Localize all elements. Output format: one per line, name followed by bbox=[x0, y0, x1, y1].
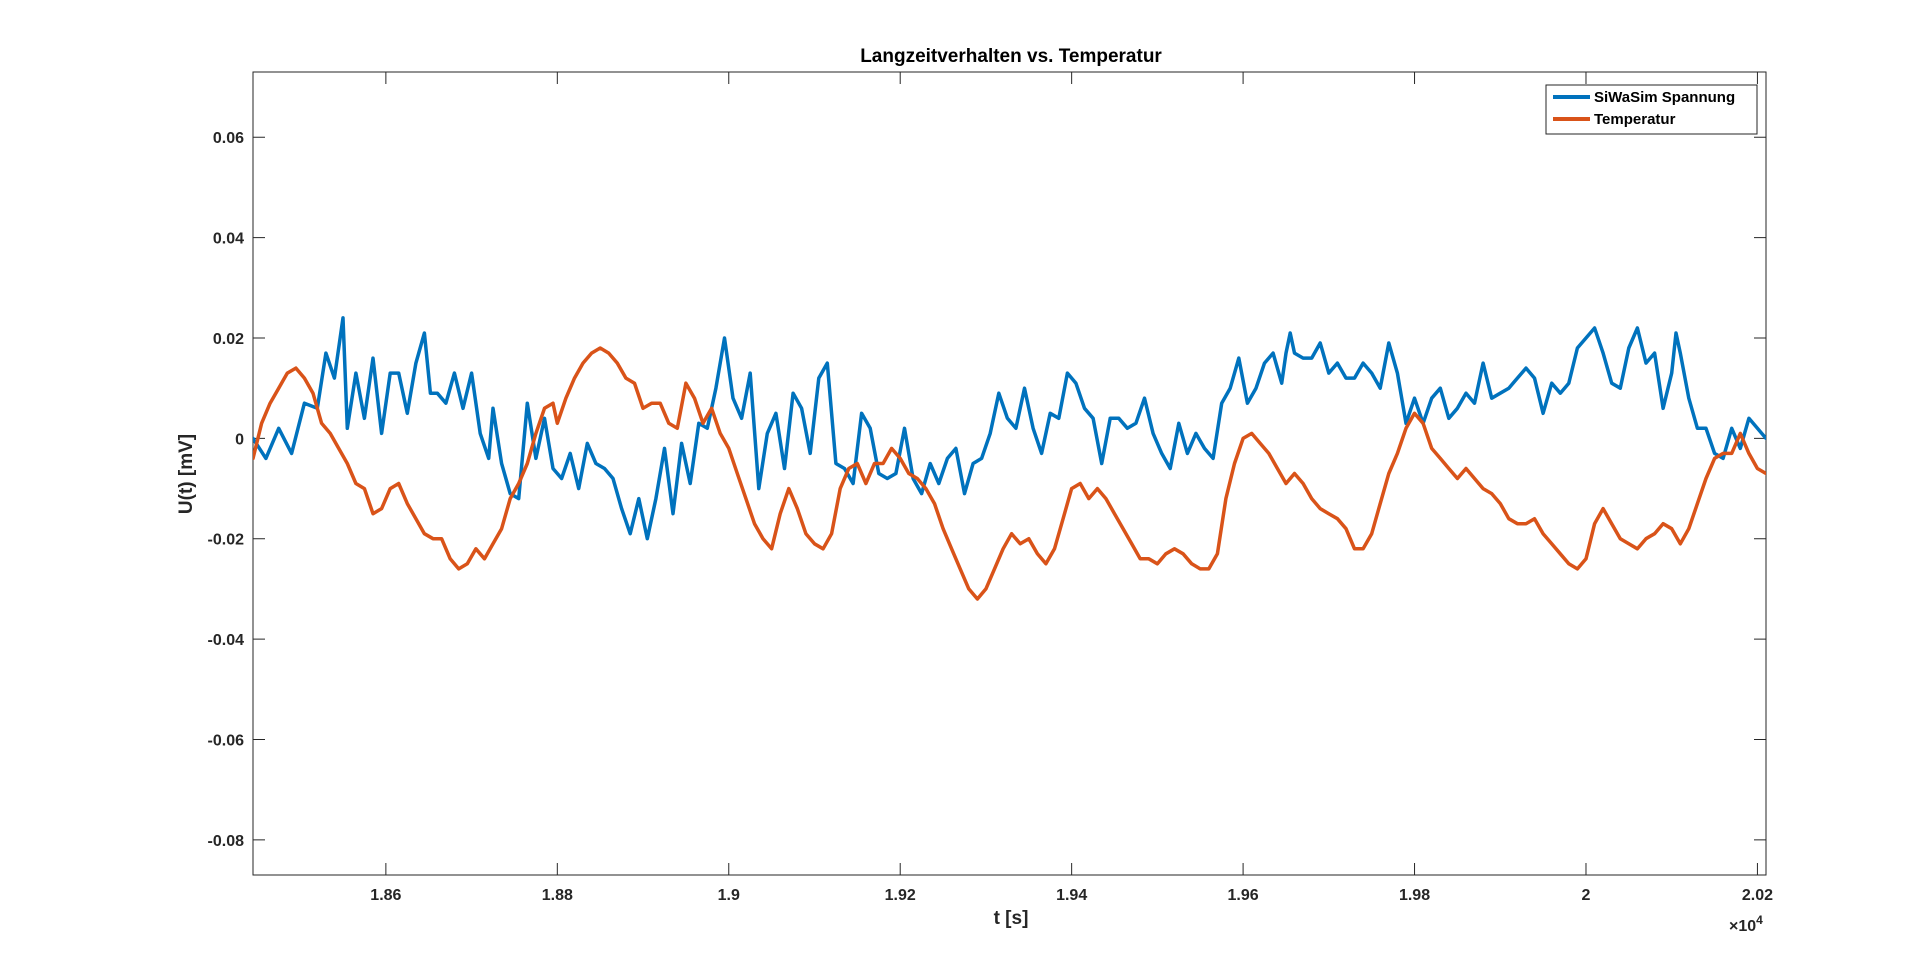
x-tick-label: 1.94 bbox=[1056, 887, 1087, 904]
x-tick-label: 1.9 bbox=[718, 887, 740, 904]
series-line-temperatur bbox=[253, 346, 1766, 601]
chart-title: Langzeitverhalten vs. Temperatur bbox=[860, 46, 1162, 67]
axis-ticks: 1.86 1.88 1.9 1.92 1.94 1.96 1.98 2 2.02 0.06 0.04… bbox=[208, 72, 1773, 904]
legend-box bbox=[1545, 84, 1758, 135]
x-axis-exponent-base: ×10 bbox=[1729, 918, 1756, 935]
x-tick-label: 1.86 bbox=[370, 887, 401, 904]
y-tick-label: -0.06 bbox=[208, 732, 245, 749]
x-tick-label: 1.96 bbox=[1228, 887, 1259, 904]
y-tick-label: -0.02 bbox=[208, 532, 245, 549]
y-tick-label: -0.04 bbox=[208, 632, 245, 649]
series-group bbox=[253, 316, 1766, 601]
x-tick-label: 1.88 bbox=[542, 887, 573, 904]
x-tick-label: 2 bbox=[1582, 887, 1591, 904]
y-tick-label: 0.06 bbox=[213, 130, 244, 147]
x-tick-label: 1.92 bbox=[885, 887, 916, 904]
x-axis-exponent-power: 4 bbox=[1756, 913, 1763, 927]
x-tick-label: 1.98 bbox=[1399, 887, 1430, 904]
legend: SiWaSim Spannung Temperatur bbox=[1545, 84, 1758, 135]
y-tick-label: 0.04 bbox=[213, 231, 244, 248]
plot-area bbox=[252, 71, 1767, 876]
y-tick-label: -0.08 bbox=[208, 833, 245, 850]
y-tick-label: 0.02 bbox=[213, 331, 244, 348]
y-axis-title: U(t) [mV] bbox=[176, 434, 197, 514]
legend-label-siwasim: SiWaSim Spannung bbox=[1594, 89, 1735, 106]
x-axis-exponent: ×104 bbox=[1729, 913, 1763, 935]
x-axis-title: t [s] bbox=[994, 908, 1029, 929]
series-line-siwasim-spannung bbox=[253, 316, 1766, 541]
legend-label-temperatur: Temperatur bbox=[1594, 111, 1676, 128]
x-tick-label: 2.02 bbox=[1742, 887, 1773, 904]
y-tick-label: 0 bbox=[235, 431, 244, 448]
